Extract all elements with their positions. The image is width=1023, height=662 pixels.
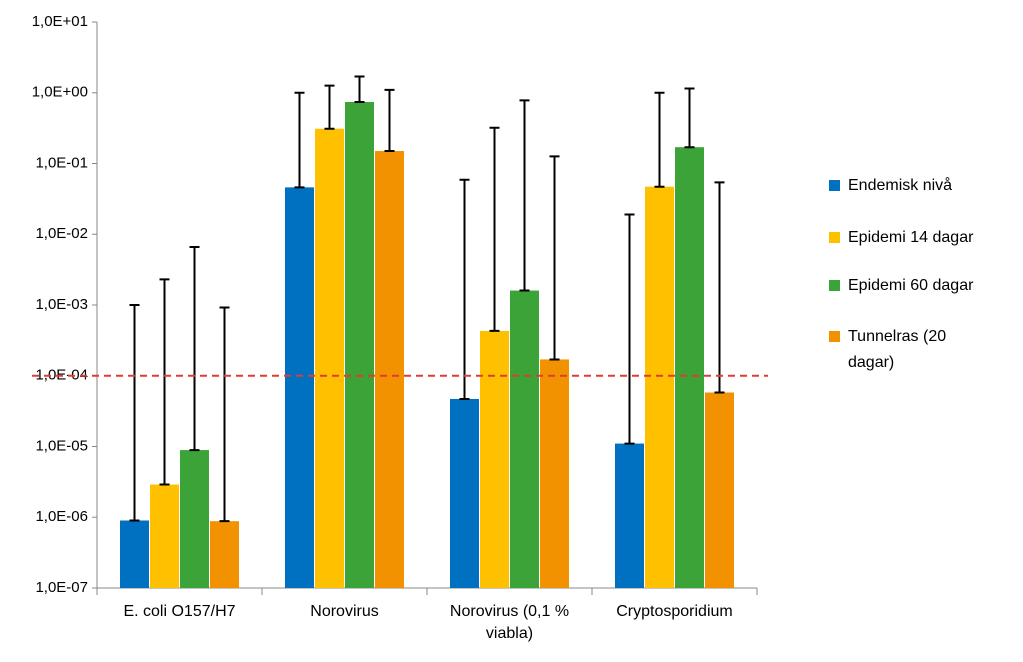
error-bar [489,126,500,332]
bar [480,330,509,588]
x-tick-label: Norovirus [310,603,379,620]
legend-label: Tunnelras (20 dagar) [848,328,947,371]
error-bar [384,88,395,153]
y-tick-label: 1,0E-02 [35,225,88,242]
legend-item: Epidemi 60 dagar [829,273,978,299]
error-bar [714,181,725,394]
bar [645,186,674,588]
bar [375,151,404,588]
y-tick-label: 1,0E-06 [35,508,88,525]
y-tick-label: 1,0E-05 [35,437,88,454]
bar [120,520,149,588]
bar [345,102,374,588]
bar [540,359,569,588]
error-bar [354,75,365,104]
legend-swatch [829,180,840,191]
bar [315,128,344,589]
error-bar [624,213,635,445]
y-tick-label: 1,0E+01 [32,13,88,30]
bar [675,147,704,588]
bar [615,443,644,588]
legend-swatch [829,331,840,342]
x-tick-label: Cryptosporidium [616,603,733,620]
legend-item: Tunnelras (20 dagar) [829,324,978,376]
legend-label: Epidemi 14 dagar [848,229,974,246]
x-tick-label: E. coli O157/H7 [123,603,236,620]
error-bar [549,155,560,361]
bar [150,484,179,588]
error-bar [654,91,665,188]
bar [180,450,209,588]
error-bar [189,246,200,452]
bar [285,187,314,589]
legend-swatch [829,232,840,243]
error-bar [459,178,470,400]
bar [705,392,734,588]
error-bar [684,87,695,149]
legend-label: Endemisk nivå [848,177,953,194]
legend-item: Epidemi 14 dagar [829,225,978,251]
y-tick-label: 1,0E-01 [35,154,88,171]
x-tick-label: Norovirus (0,1 % viabla) [449,603,570,642]
bar [450,398,479,588]
y-tick-label: 1,0E-03 [35,296,88,313]
error-bar [324,84,335,130]
error-bar [219,306,230,523]
error-bar [129,304,140,522]
bar [510,290,539,588]
bar [210,521,239,588]
y-tick-label: 1,0E-07 [35,579,88,596]
error-bar [159,278,170,486]
error-bar [519,99,530,292]
y-tick-label: 1,0E+00 [32,84,88,101]
legend-swatch [829,280,840,291]
legend-label: Epidemi 60 dagar [848,277,974,294]
error-bar [294,91,305,189]
legend-item: Endemisk nivå [829,173,978,199]
